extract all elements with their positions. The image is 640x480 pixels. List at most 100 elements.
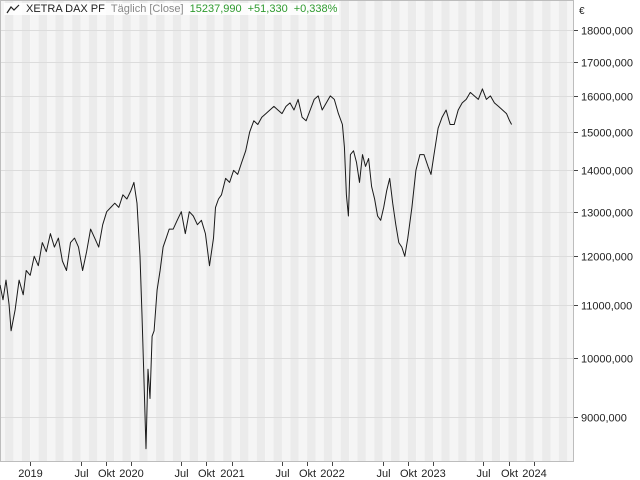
y-tick-label: 10000,000 <box>581 354 633 366</box>
x-axis: 2019 Jul Okt 2020 Jul Okt 2021 Jul Okt 2022 Jul Okt… <box>18 462 547 480</box>
month-band <box>72 0 81 462</box>
month-band <box>248 0 257 462</box>
month-band <box>0 0 6 462</box>
month-band <box>114 0 123 462</box>
x-tick-label: 2019 <box>18 468 42 480</box>
x-tick-label: Okt <box>400 468 417 480</box>
x-tick-label: Jul <box>275 468 289 480</box>
y-tick-label: 18000,000 <box>581 26 633 38</box>
month-bands <box>0 0 574 462</box>
month-band <box>30 0 39 462</box>
month-band <box>139 0 148 462</box>
month-band <box>533 0 543 462</box>
month-band <box>281 0 291 462</box>
month-band <box>88 0 98 462</box>
month-band <box>491 0 501 462</box>
price-line <box>0 88 513 450</box>
month-band <box>391 0 400 462</box>
month-band <box>63 0 73 462</box>
x-tick-label: Jul <box>174 468 188 480</box>
month-band <box>567 0 574 462</box>
month-band <box>525 0 534 462</box>
month-band <box>374 0 383 462</box>
y-axis: € 9000,000 10000,000 11000,000 12000,000 130… <box>574 6 633 425</box>
x-tick-label: Okt <box>501 468 518 480</box>
series-group <box>0 88 513 450</box>
y-tick-label: 12000,000 <box>581 252 633 264</box>
month-band <box>357 0 366 462</box>
y-tick-label: 14000,000 <box>581 166 633 178</box>
x-tick-label: Jul <box>376 468 390 480</box>
month-band <box>441 0 450 462</box>
month-band <box>105 0 115 462</box>
month-band <box>189 0 199 462</box>
x-tick-label: Okt <box>299 468 316 480</box>
month-band <box>290 0 299 462</box>
month-band <box>407 0 417 462</box>
x-tick-label: Okt <box>198 468 215 480</box>
month-band <box>214 0 224 462</box>
month-band <box>172 0 182 462</box>
month-band <box>382 0 392 462</box>
month-band <box>416 0 425 462</box>
month-band <box>80 0 89 462</box>
y-tick-label: 9000,000 <box>581 413 627 425</box>
month-band <box>206 0 215 462</box>
month-band <box>433 0 442 462</box>
y-axis-unit: € <box>579 6 585 17</box>
x-tick-label: Jul <box>476 468 490 480</box>
x-tick-label: 2020 <box>119 468 143 480</box>
month-band <box>558 0 568 462</box>
y-tick-label: 15000,000 <box>581 128 633 140</box>
month-band <box>349 0 358 462</box>
month-band <box>516 0 526 462</box>
horizontal-gridlines <box>0 30 574 418</box>
x-tick-label: 2022 <box>320 468 344 480</box>
month-band <box>223 0 232 462</box>
month-band <box>550 0 559 462</box>
month-band <box>332 0 341 462</box>
month-band <box>474 0 484 462</box>
month-band <box>5 0 14 462</box>
month-band <box>55 0 64 462</box>
month-band <box>483 0 492 462</box>
price-change-percent: +0,338% <box>293 3 338 15</box>
month-band <box>240 0 249 462</box>
month-band <box>298 0 308 462</box>
month-band <box>458 0 467 462</box>
instrument-name: XETRA DAX PF <box>26 3 105 15</box>
y-tick-label: 13000,000 <box>581 208 633 220</box>
month-band <box>365 0 375 462</box>
chart-legend: XETRA DAX PF Täglich [Close] 15237,990 +… <box>4 3 340 15</box>
x-tick-label: 2024 <box>522 468 546 480</box>
plot-area-frame <box>0 0 574 462</box>
last-price: 15237,990 <box>189 3 242 15</box>
month-band <box>399 0 408 462</box>
x-tick-label: 2021 <box>220 468 244 480</box>
month-band <box>231 0 241 462</box>
month-band <box>256 0 266 462</box>
month-band <box>147 0 157 462</box>
month-band <box>315 0 324 462</box>
month-band <box>130 0 140 462</box>
line-chart-icon <box>6 4 20 14</box>
price-change: +51,330 <box>247 3 288 15</box>
y-tick-label: 11000,000 <box>581 301 632 313</box>
y-tick-label: 17000,000 <box>581 58 633 70</box>
month-band <box>46 0 56 462</box>
month-band <box>323 0 333 462</box>
month-band <box>542 0 551 462</box>
x-tick-label: 2023 <box>421 468 445 480</box>
month-band <box>340 0 350 462</box>
month-band <box>508 0 517 462</box>
x-tick-label: Jul <box>74 468 88 480</box>
month-band <box>21 0 31 462</box>
y-tick-label: 16000,000 <box>581 92 633 104</box>
month-band <box>13 0 22 462</box>
month-band <box>156 0 165 462</box>
month-band <box>122 0 131 462</box>
month-band <box>424 0 434 462</box>
month-band <box>265 0 274 462</box>
month-band <box>273 0 282 462</box>
